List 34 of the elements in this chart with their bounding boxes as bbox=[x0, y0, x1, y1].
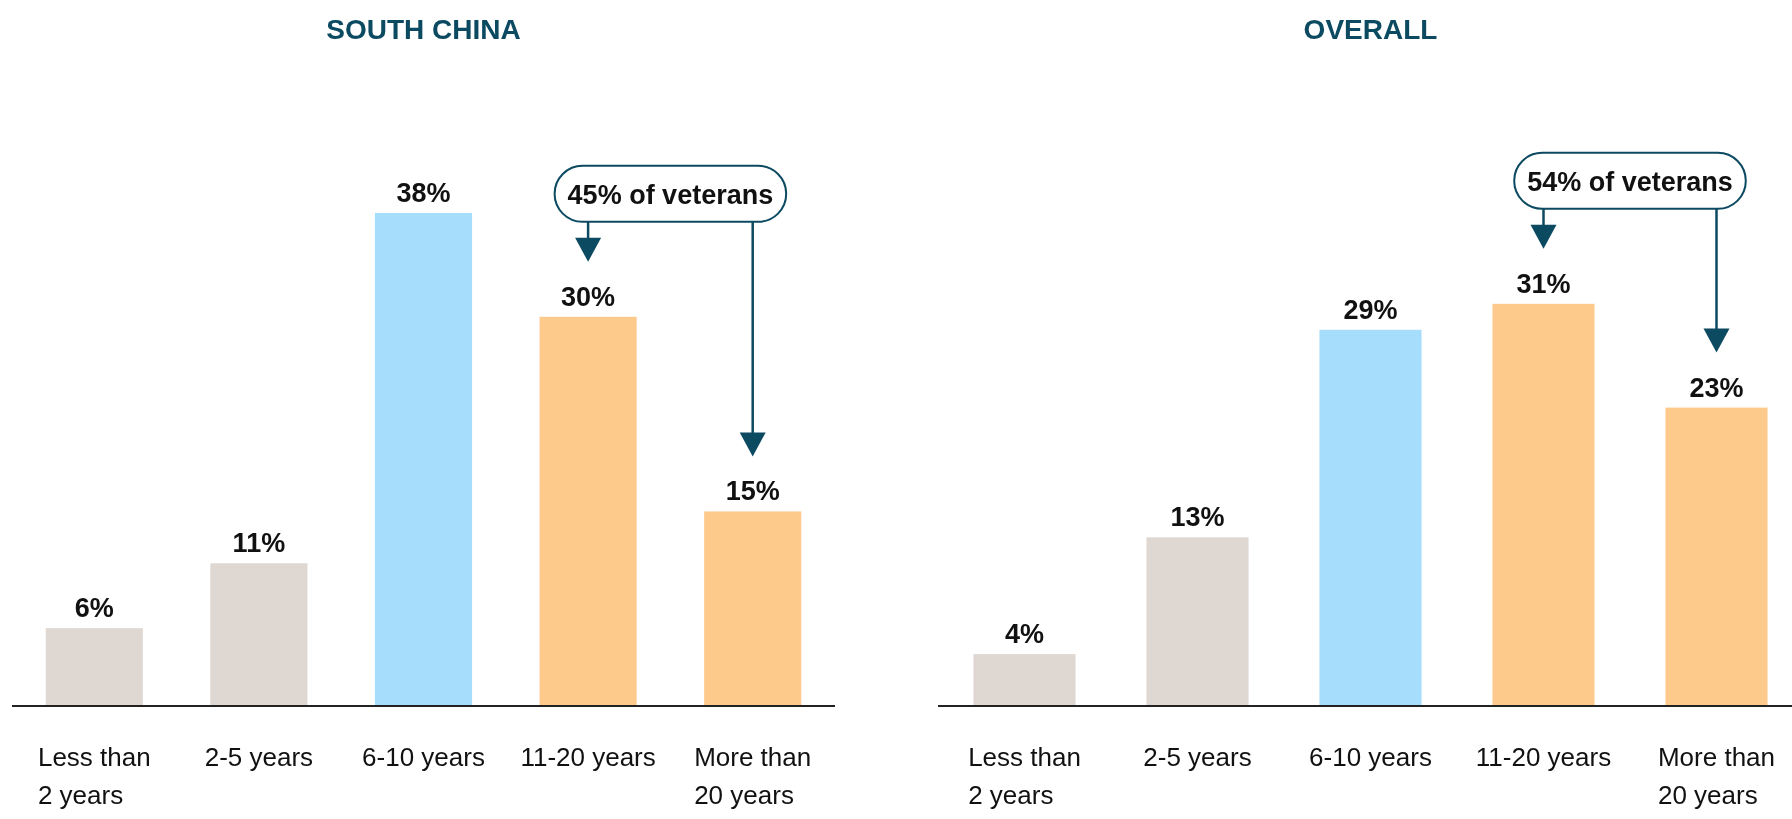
data-label: 30% bbox=[561, 281, 616, 312]
bar bbox=[973, 654, 1076, 706]
bar bbox=[1319, 329, 1422, 706]
bar bbox=[1665, 407, 1768, 706]
text: 54% of veterans bbox=[1527, 166, 1733, 197]
text: 45% of veterans bbox=[567, 179, 774, 210]
x-tick-label: 2-5 years bbox=[204, 742, 314, 772]
bar bbox=[45, 628, 143, 706]
chart-title: SOUTH CHINA bbox=[326, 14, 521, 45]
bar bbox=[374, 213, 473, 706]
data-label: 4% bbox=[1004, 619, 1045, 650]
data-label: 38% bbox=[396, 178, 451, 208]
x-tick-label: Less than 2 years bbox=[968, 742, 1081, 810]
bar bbox=[210, 563, 308, 706]
x-tick-label: 2-5 years bbox=[1143, 742, 1252, 772]
x-tick-label: 6-10 years bbox=[362, 742, 485, 772]
bar bbox=[704, 511, 802, 706]
data-label: 23% bbox=[1689, 372, 1744, 403]
data-label: 15% bbox=[725, 476, 780, 507]
bar bbox=[539, 316, 637, 706]
x-tick-label: 6-10 years bbox=[1309, 742, 1432, 772]
x-tick-label: 11-20 years bbox=[520, 742, 656, 772]
data-label: 31% bbox=[1516, 268, 1571, 299]
x-tick-label: Less than 2 years bbox=[37, 742, 151, 810]
bar bbox=[1146, 537, 1249, 706]
data-label: 29% bbox=[1343, 294, 1398, 325]
bar bbox=[1492, 303, 1595, 706]
data-label: 6% bbox=[74, 593, 114, 624]
data-label: 11% bbox=[232, 528, 286, 559]
data-label: 13% bbox=[1170, 502, 1225, 533]
x-tick-label: More than 20 years bbox=[1657, 742, 1776, 810]
x-tick-label: More than 20 years bbox=[694, 742, 812, 810]
x-tick-label: 11-20 years bbox=[1475, 742, 1612, 772]
chart-title: OVERALL bbox=[1303, 14, 1438, 45]
